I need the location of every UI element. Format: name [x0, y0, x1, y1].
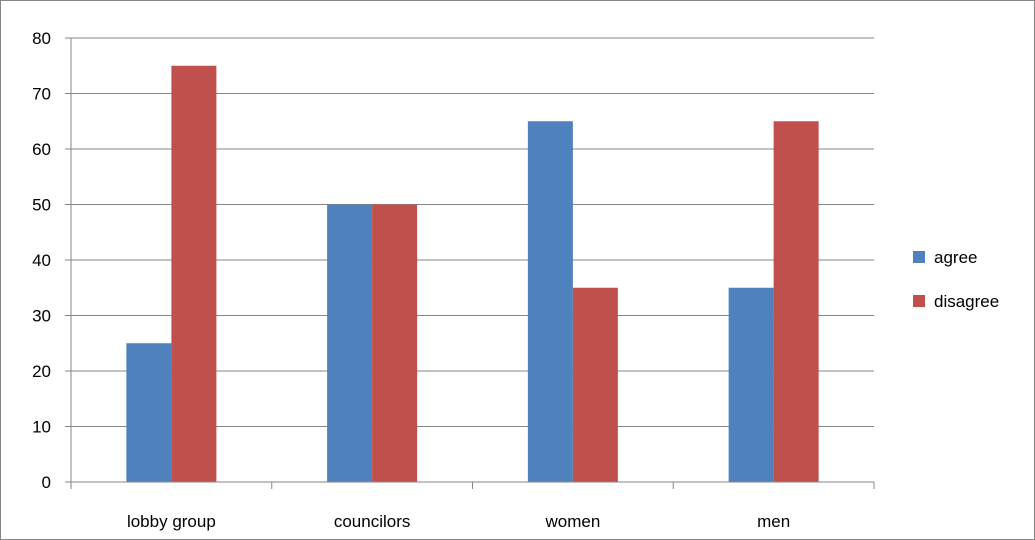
bar-disagree-councilors [372, 204, 418, 482]
y-tick-label: 60 [32, 140, 51, 159]
bars [126, 65, 819, 482]
y-tick-label: 50 [32, 196, 51, 215]
y-tick-label: 30 [32, 307, 51, 326]
y-tick-label: 70 [32, 85, 51, 104]
x-tick-label: women [544, 512, 600, 531]
legend-label-agree: agree [934, 248, 977, 267]
x-tick-label: councilors [334, 512, 411, 531]
x-tick-label: lobby group [127, 512, 216, 531]
legend: agree disagree [913, 248, 999, 311]
legend-swatch-disagree [913, 295, 925, 307]
y-tick-label: 0 [42, 473, 51, 492]
bar-disagree-men [773, 121, 819, 482]
bar-agree-lobby-group [126, 343, 172, 482]
y-tick-label: 40 [32, 251, 51, 270]
bar-disagree-women [572, 287, 618, 482]
y-tick-label: 10 [32, 418, 51, 437]
x-tick-label: men [757, 512, 790, 531]
legend-label-disagree: disagree [934, 292, 999, 311]
bar-agree-women [527, 121, 573, 482]
axes: 0 10 20 30 40 50 60 70 80 lobby group councilors wo… [32, 29, 875, 531]
bar-disagree-lobby-group [171, 65, 217, 482]
y-tick-label: 20 [32, 362, 51, 381]
bar-agree-councilors [327, 204, 373, 482]
legend-swatch-agree [913, 251, 925, 263]
y-tick-label: 80 [32, 29, 51, 48]
bar-agree-men [728, 287, 774, 482]
